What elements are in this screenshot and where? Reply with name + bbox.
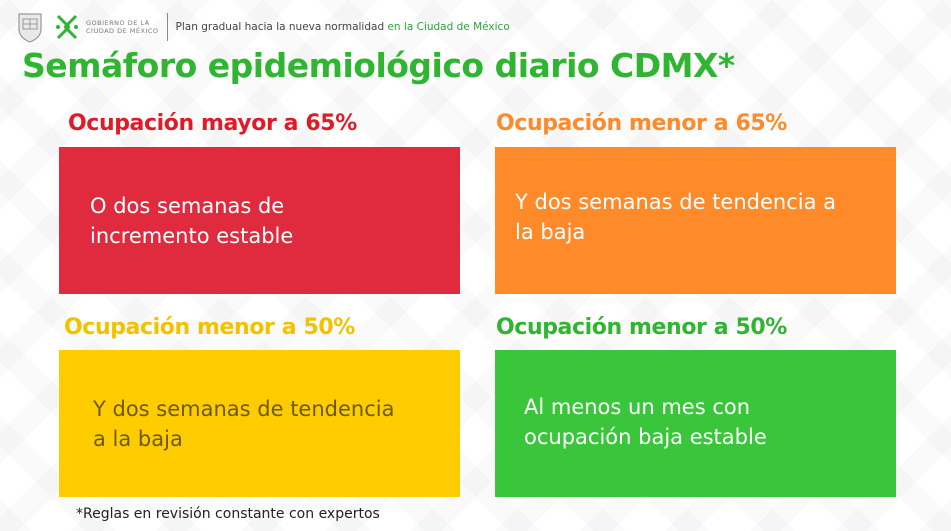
header-divider xyxy=(166,13,168,41)
quadrant-orange-card: Y dos semanas de tendencia a la baja xyxy=(495,147,896,294)
gov-line1: GOBIERNO DE LA xyxy=(86,19,150,27)
gov-logo-text: GOBIERNO DE LA CIUDAD DE MÉXICO xyxy=(86,19,159,35)
quadrant-red-label: Ocupación mayor a 65% xyxy=(68,111,357,136)
quadrant-orange-text: Y dos semanas de tendencia a la baja xyxy=(515,189,837,244)
quadrant-red-text: O dos semanas de incremento estable xyxy=(90,193,294,248)
cdmx-shield-icon xyxy=(18,13,42,43)
gov-line2: CIUDAD DE MÉXICO xyxy=(86,27,159,35)
page-title: Semáforo epidemiológico diario CDMX* xyxy=(22,46,735,85)
plan-title: Plan gradual hacia la nueva normalidad xyxy=(175,21,385,33)
quadrant-yellow-card: Y dos semanas de tendencia a la baja xyxy=(59,350,460,497)
quadrant-yellow-text: Y dos semanas de tendencia a la baja xyxy=(93,396,395,451)
footnote: *Reglas en revisión constante con expert… xyxy=(76,506,380,522)
quadrant-green-card: Al menos un mes con ocupación baja estab… xyxy=(495,350,896,497)
gobierno-logo-icon xyxy=(56,14,78,40)
quadrant-red-card: O dos semanas de incremento estable xyxy=(59,147,460,294)
quadrant-green-label: Ocupación menor a 50% xyxy=(496,315,787,340)
quadrant-green-text: Al menos un mes con ocupación baja estab… xyxy=(524,394,767,449)
header: GOBIERNO DE LA CIUDAD DE MÉXICO Plan gra… xyxy=(16,8,510,46)
quadrant-orange-label: Ocupación menor a 65% xyxy=(496,111,787,136)
plan-text: Plan gradual hacia la nueva normalidad e… xyxy=(176,21,510,33)
quadrant-yellow-label: Ocupación menor a 50% xyxy=(64,315,355,340)
plan-location: en la Ciudad de México xyxy=(387,21,510,33)
